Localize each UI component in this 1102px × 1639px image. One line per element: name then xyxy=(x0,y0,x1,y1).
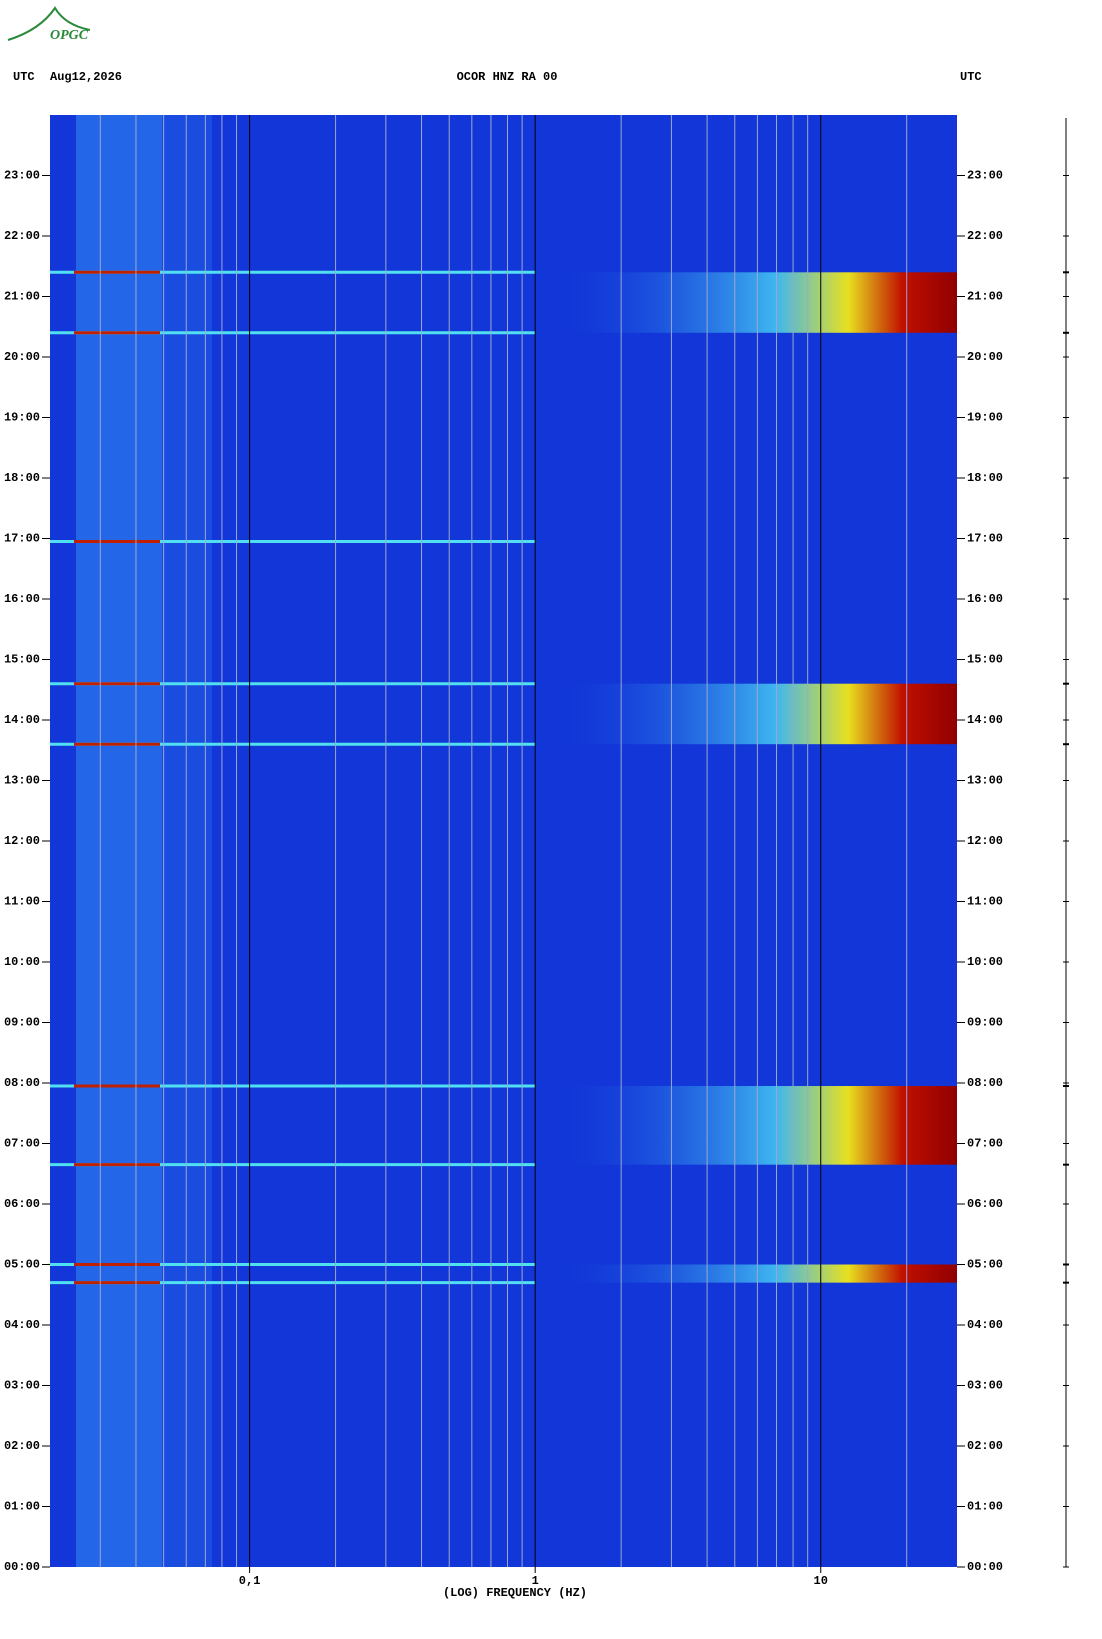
y-tick-label: 14:00 xyxy=(4,713,40,727)
y-tick-label: 03:00 xyxy=(4,1379,40,1393)
y-tick-label-right: 15:00 xyxy=(967,653,1003,667)
low-frequency-band xyxy=(162,115,212,1567)
y-tick-label: 20:00 xyxy=(4,350,40,364)
logo-mark xyxy=(7,6,91,41)
y-tick-label-right: 13:00 xyxy=(967,774,1003,788)
y-tick-label-right: 19:00 xyxy=(967,411,1003,425)
y-tick-label: 04:00 xyxy=(4,1318,40,1332)
y-tick-label-right: 00:00 xyxy=(967,1560,1003,1574)
event xyxy=(50,1086,957,1165)
y-tick-label-right: 06:00 xyxy=(967,1197,1003,1211)
y-tick-label: 13:00 xyxy=(4,774,40,788)
y-tick-label-right: 14:00 xyxy=(967,713,1003,727)
y-tick-label-right: 02:00 xyxy=(967,1439,1003,1453)
low-frequency-band xyxy=(76,115,162,1567)
x-tick-label: 0,1 xyxy=(239,1574,261,1588)
event xyxy=(50,1264,957,1283)
title: OCOR HNZ RA 00 xyxy=(457,70,558,84)
right-label: UTC xyxy=(960,70,982,84)
y-tick-label-right: 12:00 xyxy=(967,834,1003,848)
y-tick-label: 15:00 xyxy=(4,653,40,667)
y-tick-label-right: 23:00 xyxy=(967,169,1003,183)
y-tick-label: 02:00 xyxy=(4,1439,40,1453)
y-tick-label-right: 18:00 xyxy=(967,471,1003,485)
x-axis-label: (LOG) FREQUENCY (HZ) xyxy=(443,1586,587,1600)
y-tick-label-right: 11:00 xyxy=(967,895,1003,909)
y-tick-label: 18:00 xyxy=(4,471,40,485)
y-tick-label-right: 03:00 xyxy=(967,1379,1003,1393)
y-tick-label-right: 10:00 xyxy=(967,955,1003,969)
y-tick-label: 12:00 xyxy=(4,834,40,848)
y-tick-label: 19:00 xyxy=(4,411,40,425)
y-tick-label: 22:00 xyxy=(4,229,40,243)
y-tick-label: 01:00 xyxy=(4,1500,40,1514)
x-tick-label: 10 xyxy=(814,1574,828,1588)
left-label: UTC xyxy=(13,70,35,84)
y-tick-label: 08:00 xyxy=(4,1076,40,1090)
y-tick-label-right: 21:00 xyxy=(967,290,1003,304)
y-tick-label-right: 22:00 xyxy=(967,229,1003,243)
y-tick-label-right: 04:00 xyxy=(967,1318,1003,1332)
event xyxy=(50,272,957,333)
y-tick-label: 16:00 xyxy=(4,592,40,606)
y-tick-label: 10:00 xyxy=(4,955,40,969)
y-tick-label-right: 08:00 xyxy=(967,1076,1003,1090)
y-tick-label-right: 01:00 xyxy=(967,1500,1003,1514)
y-tick-label: 05:00 xyxy=(4,1258,40,1272)
y-tick-label: 17:00 xyxy=(4,532,40,546)
y-tick-label: 21:00 xyxy=(4,290,40,304)
y-tick-label-right: 20:00 xyxy=(967,350,1003,364)
y-tick-label: 09:00 xyxy=(4,1016,40,1030)
event xyxy=(50,683,957,745)
y-tick-label-right: 09:00 xyxy=(967,1016,1003,1030)
y-tick-label: 00:00 xyxy=(4,1560,40,1574)
y-tick-label: 06:00 xyxy=(4,1197,40,1211)
y-tick-label: 11:00 xyxy=(4,895,40,909)
y-tick-label-right: 16:00 xyxy=(967,592,1003,606)
date: Aug12,2026 xyxy=(50,70,122,84)
y-tick-label-right: 07:00 xyxy=(967,1137,1003,1151)
y-tick-label: 07:00 xyxy=(4,1137,40,1151)
x-tick-label: 1 xyxy=(532,1574,539,1588)
y-tick-label: 23:00 xyxy=(4,169,40,183)
y-tick-label-right: 17:00 xyxy=(967,532,1003,546)
y-tick-label-right: 05:00 xyxy=(967,1258,1003,1272)
logo: OPGC xyxy=(50,28,89,43)
